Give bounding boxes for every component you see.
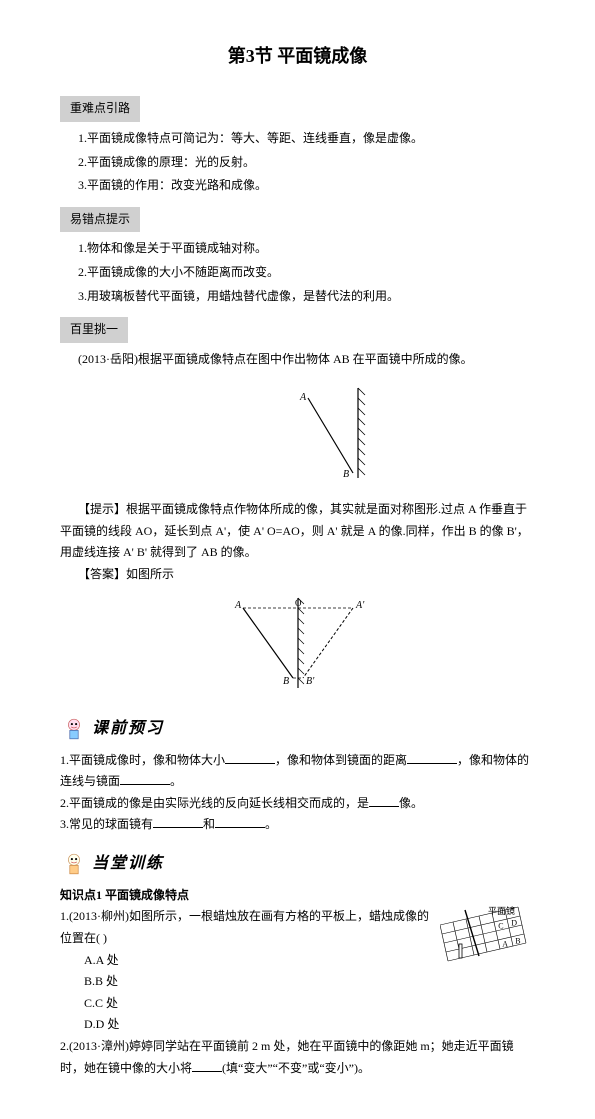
sec2-p3: 3.用玻璃板替代平面镜，用蜡烛替代虚像，是替代法的利用。 <box>60 286 535 308</box>
q3c: 。 <box>265 817 277 831</box>
preview-q2: 2.平面镜成的像是由实际光线的反向延长线相交而成的，是 像。 <box>60 793 535 815</box>
ex1-choice-c: C.C 处 <box>60 993 535 1015</box>
diagram-2: A B A' B' O <box>60 593 535 701</box>
q2a: 2.平面镜成的像是由实际光线的反向延长线相交而成的，是 <box>60 796 369 810</box>
preview-title: 课前预习 <box>92 715 164 744</box>
preview-header: 课前预习 <box>60 715 535 744</box>
ex2-question: 2.(2013·漳州)婷婷同学站在平面镜前 2 m 处，她在平面镜中的像距她 m… <box>60 1036 535 1079</box>
svg-text:A: A <box>234 600 242 611</box>
knowledge-point-1: 知识点1 平面镜成像特点 <box>60 885 535 907</box>
hint-label: 【提示】 <box>78 502 126 516</box>
blank <box>215 815 265 828</box>
hint-text: 根据平面镜成像特点作物体所成的像，其实就是面对称图形.过点 A 作垂直于平面镜的… <box>60 502 529 559</box>
q1d: 。 <box>170 774 182 788</box>
blank <box>407 751 457 764</box>
sec1-p2: 2.平面镜成像的原理：光的反射。 <box>60 152 535 174</box>
q3a: 3.常见的球面镜有 <box>60 817 153 831</box>
q3b: 和 <box>203 817 215 831</box>
sec1-p1: 1.平面镜成像特点可简记为：等大、等距、连线垂直，像是虚像。 <box>60 128 535 150</box>
ex1-choice-d: D.D 处 <box>60 1014 535 1036</box>
q2b: 像。 <box>399 796 423 810</box>
cartoon-icon <box>60 850 88 878</box>
svg-text:B: B <box>343 469 349 480</box>
svg-text:A': A' <box>355 600 365 611</box>
training-title: 当堂训练 <box>92 850 164 879</box>
diagram-1: AB <box>60 378 535 491</box>
svg-text:平面镜: 平面镜 <box>488 906 515 916</box>
grid-figure: 平面镜 AB CD <box>440 906 535 984</box>
svg-text:B: B <box>283 676 289 687</box>
sec1-p3: 3.平面镜的作用：改变光路和成像。 <box>60 175 535 197</box>
blank <box>120 772 170 785</box>
q1a: 1.平面镜成像时，像和物体大小 <box>60 753 225 767</box>
svg-text:A: A <box>502 940 508 949</box>
ex2-q2: (填“变大”“不变”或“变小”)。 <box>222 1061 370 1075</box>
svg-text:B': B' <box>306 676 315 687</box>
svg-text:O: O <box>295 598 302 608</box>
section-label-2: 易错点提示 <box>60 207 140 233</box>
sec2-p2: 2.平面镜成像的大小不随距离而改变。 <box>60 262 535 284</box>
q1b: ，像和物体到镜面的距离 <box>275 753 407 767</box>
blank <box>369 794 399 807</box>
sec3-hint: 【提示】根据平面镜成像特点作物体所成的像，其实就是面对称图形.过点 A 作垂直于… <box>60 499 535 564</box>
sec3-question: (2013·岳阳)根据平面镜成像特点在图中作出物体 AB 在平面镜中所成的像。 <box>60 349 535 371</box>
svg-text:D: D <box>511 919 517 928</box>
training-header: 当堂训练 <box>60 850 535 879</box>
preview-q3: 3.常见的球面镜有 和 。 <box>60 814 535 836</box>
blank <box>225 751 275 764</box>
svg-text:A: A <box>299 392 307 403</box>
svg-text:B: B <box>515 937 520 946</box>
ans-label: 【答案】 <box>78 567 126 581</box>
svg-text:C: C <box>498 922 503 931</box>
sec2-p1: 1.物体和像是关于平面镜成轴对称。 <box>60 238 535 260</box>
section-label-3: 百里挑一 <box>60 317 128 343</box>
sec3-answer: 【答案】如图所示 <box>60 564 535 586</box>
ans-text: 如图所示 <box>126 567 174 581</box>
page-title: 第3节 平面镜成像 <box>60 40 535 72</box>
blank <box>192 1059 222 1072</box>
cartoon-icon <box>60 715 88 743</box>
section-label-1: 重难点引路 <box>60 96 140 122</box>
blank <box>153 815 203 828</box>
preview-q1: 1.平面镜成像时，像和物体大小，像和物体到镜面的距离，像和物体的连线与镜面。 <box>60 750 535 793</box>
